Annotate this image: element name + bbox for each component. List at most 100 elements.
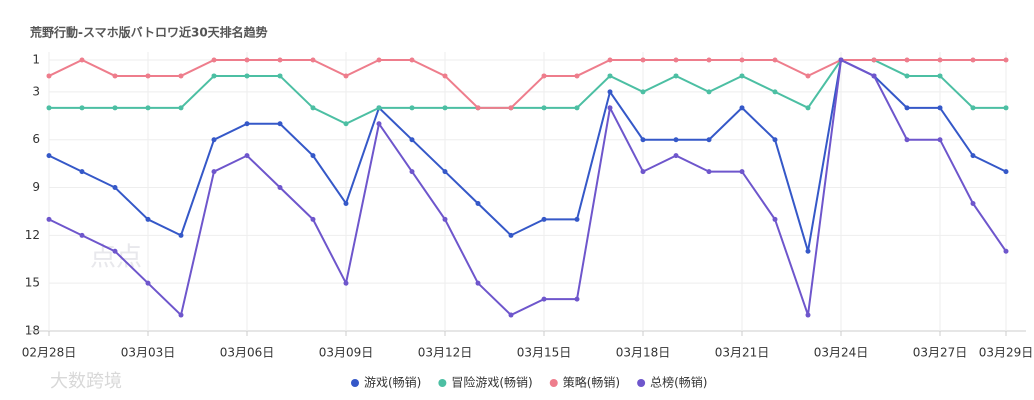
data-point xyxy=(211,137,217,143)
data-point xyxy=(277,57,283,63)
data-point xyxy=(871,73,877,79)
data-point xyxy=(442,169,448,175)
series-line xyxy=(48,58,1007,252)
data-point xyxy=(673,137,679,143)
data-point xyxy=(244,153,250,159)
data-point xyxy=(112,248,118,254)
data-point xyxy=(706,57,712,63)
data-point xyxy=(772,216,778,222)
x-tick-label: 03月15日 xyxy=(517,346,572,360)
data-point xyxy=(343,73,349,79)
data-point xyxy=(607,57,613,63)
data-point xyxy=(211,73,217,79)
data-point xyxy=(607,89,613,95)
data-point xyxy=(376,57,382,63)
data-point xyxy=(541,73,547,79)
data-point xyxy=(739,73,745,79)
data-point xyxy=(46,105,52,111)
legend-marker xyxy=(637,379,646,387)
x-tick-label: 03月24日 xyxy=(814,346,869,360)
legend-label[interactable]: 总榜(畅销) xyxy=(650,375,707,390)
data-point xyxy=(409,137,415,143)
data-point xyxy=(145,73,151,79)
data-point xyxy=(310,57,316,63)
data-point xyxy=(970,200,976,206)
legend-label[interactable]: 冒险游戏(畅销) xyxy=(451,375,532,390)
y-tick-label: 15 xyxy=(25,276,40,290)
data-point xyxy=(343,200,349,206)
data-point xyxy=(640,137,646,143)
data-point xyxy=(805,73,811,79)
watermark: 大数跨境 xyxy=(50,371,122,392)
data-point xyxy=(805,312,811,318)
data-point xyxy=(145,280,151,286)
data-point xyxy=(112,185,118,191)
legend-marker xyxy=(438,379,447,387)
data-point xyxy=(211,57,217,63)
data-point xyxy=(178,232,184,238)
data-point xyxy=(541,296,547,302)
x-tick-label: 03月29日 xyxy=(979,346,1034,360)
data-point xyxy=(145,105,151,111)
data-point xyxy=(772,137,778,143)
data-point xyxy=(409,57,415,63)
data-point xyxy=(706,137,712,143)
data-point xyxy=(79,232,85,238)
data-point xyxy=(178,312,184,318)
data-point xyxy=(541,105,547,111)
x-tick-label: 03月18日 xyxy=(616,346,671,360)
data-point xyxy=(46,153,52,159)
data-point xyxy=(541,216,547,222)
data-point xyxy=(277,185,283,191)
chart-title: 荒野行動-スマホ版バトロワ近30天排名趋势 xyxy=(29,25,268,40)
data-point xyxy=(1003,169,1009,175)
series-line xyxy=(48,58,1007,318)
data-point xyxy=(673,153,679,159)
data-point xyxy=(508,105,514,111)
data-point xyxy=(475,105,481,111)
data-point xyxy=(805,248,811,254)
data-point xyxy=(442,73,448,79)
data-point xyxy=(79,169,85,175)
x-tick-label: 03月27日 xyxy=(913,346,968,360)
data-point xyxy=(607,73,613,79)
y-tick-label: 6 xyxy=(32,132,40,146)
data-point xyxy=(244,57,250,63)
data-point xyxy=(574,73,580,79)
x-tick-label: 03月03日 xyxy=(121,346,176,360)
x-tick-label: 03月09日 xyxy=(319,346,374,360)
data-point xyxy=(970,153,976,159)
y-tick-label: 3 xyxy=(32,84,40,98)
data-point xyxy=(970,57,976,63)
data-point xyxy=(508,312,514,318)
data-point xyxy=(937,73,943,79)
legend-marker xyxy=(549,379,558,387)
data-point xyxy=(145,216,151,222)
data-point xyxy=(112,105,118,111)
watermark: 点点 xyxy=(90,243,142,273)
data-point xyxy=(739,57,745,63)
legend-label[interactable]: 策略(畅销) xyxy=(563,375,620,390)
data-point xyxy=(277,121,283,127)
data-point xyxy=(409,105,415,111)
data-point xyxy=(376,105,382,111)
data-point xyxy=(871,57,877,63)
data-point xyxy=(79,105,85,111)
data-point xyxy=(409,169,415,175)
legend-label[interactable]: 游戏(畅销) xyxy=(364,376,421,390)
x-tick-label: 03月06日 xyxy=(220,346,275,360)
y-tick-label: 12 xyxy=(25,228,40,242)
data-point xyxy=(343,280,349,286)
data-point xyxy=(706,169,712,175)
data-point xyxy=(112,73,118,79)
data-point xyxy=(904,57,910,63)
data-point xyxy=(46,216,52,222)
data-point xyxy=(607,105,613,111)
data-point xyxy=(310,216,316,222)
data-point xyxy=(343,121,349,127)
data-point xyxy=(46,73,52,79)
data-point xyxy=(772,57,778,63)
data-point xyxy=(805,105,811,111)
data-point xyxy=(574,105,580,111)
data-point xyxy=(1003,248,1009,254)
